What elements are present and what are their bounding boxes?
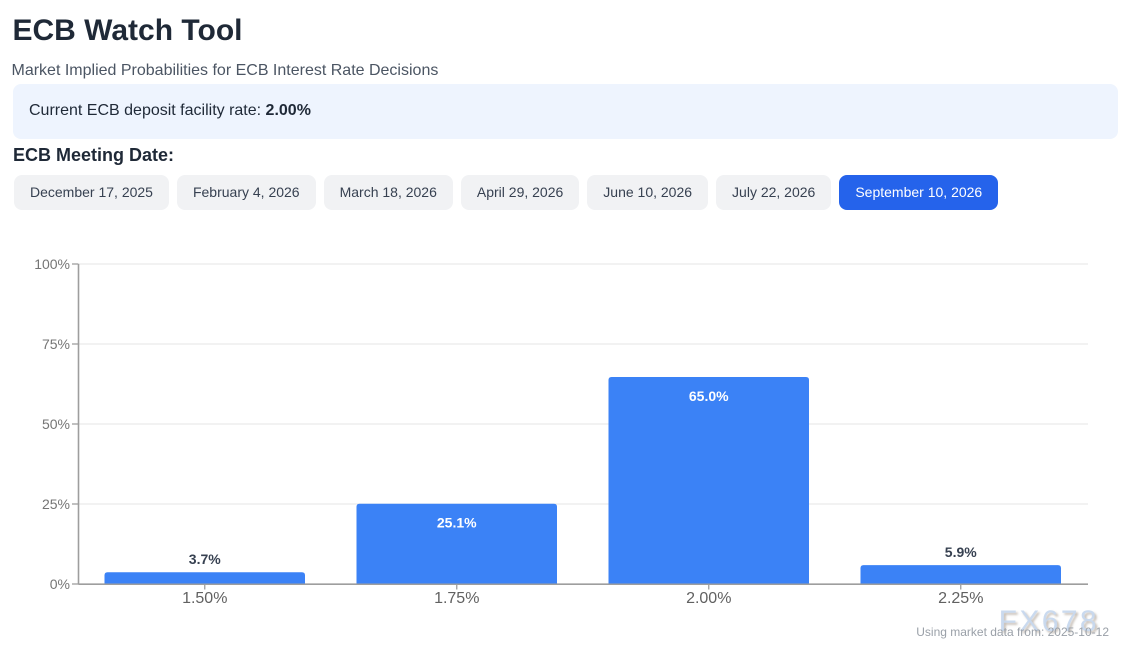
svg-text:75%: 75% — [42, 336, 70, 352]
svg-text:1.75%: 1.75% — [434, 590, 479, 607]
svg-text:50%: 50% — [42, 416, 70, 432]
svg-text:5.9%: 5.9% — [945, 544, 977, 560]
svg-text:0%: 0% — [50, 576, 70, 592]
svg-text:2.00%: 2.00% — [686, 590, 731, 607]
svg-text:2.25%: 2.25% — [938, 590, 983, 607]
svg-text:25.1%: 25.1% — [437, 515, 477, 531]
svg-text:65.0%: 65.0% — [689, 388, 729, 404]
svg-text:1.50%: 1.50% — [182, 590, 227, 607]
svg-text:100%: 100% — [34, 256, 70, 272]
svg-text:3.7%: 3.7% — [189, 551, 221, 567]
svg-text:25%: 25% — [42, 496, 70, 512]
